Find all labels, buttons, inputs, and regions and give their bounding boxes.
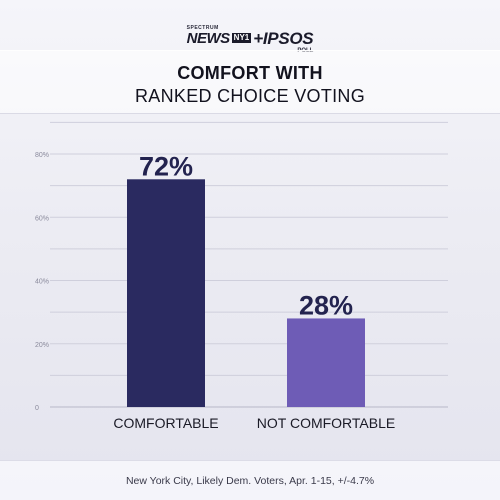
logo-ny1-badge: NY1 bbox=[231, 33, 252, 43]
chart-subtitle: RANKED CHOICE VOTING bbox=[134, 86, 366, 106]
x-category-label: NOT COMFORTABLE bbox=[257, 415, 395, 431]
y-tick-label: 20% bbox=[35, 342, 49, 349]
y-tick-label: 40% bbox=[35, 279, 49, 286]
bar-chart: 0 20% 40% 60% 80% 72% COMFORTABLE 28% NOT COMFOR… bbox=[35, 121, 448, 431]
x-category-label: COMFORTABLE bbox=[113, 415, 218, 431]
source-note: New York City, Likely Dem. Voters, Apr. … bbox=[125, 475, 375, 487]
bar-comfortable bbox=[127, 179, 205, 407]
logo-news-text: NEWS bbox=[186, 30, 231, 47]
logo-ipsos-text: +IPSOS bbox=[253, 29, 314, 48]
y-tick-label: 80% bbox=[35, 152, 49, 159]
title-band: COMFORT WITH RANKED CHOICE VOTING bbox=[0, 50, 500, 114]
y-tick-label: 60% bbox=[35, 215, 49, 222]
y-tick-label: 0 bbox=[35, 405, 39, 412]
chart-title: COMFORT WITH bbox=[177, 63, 323, 83]
data-label: 72% bbox=[139, 151, 193, 181]
footer-band: New York City, Likely Dem. Voters, Apr. … bbox=[0, 460, 500, 500]
data-label: 28% bbox=[299, 290, 353, 320]
bar-not-comfortable bbox=[287, 318, 365, 407]
logo-spectrum-text: SPECTRUM bbox=[186, 25, 219, 31]
